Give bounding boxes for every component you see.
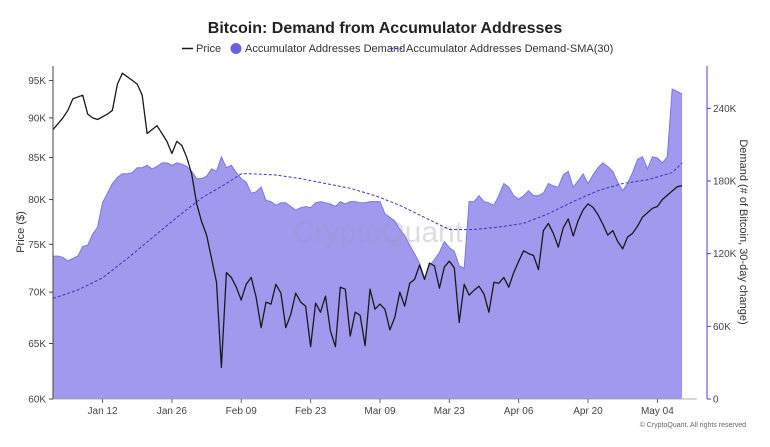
demand-area-layer: [53, 88, 683, 399]
sma-line: [52, 162, 683, 299]
demand-area: [53, 89, 683, 399]
left-tick-label: 80K: [28, 195, 46, 206]
right-tick-label: 120K: [713, 249, 737, 260]
x-tick-label: May 04: [641, 406, 674, 417]
price-line: [52, 72, 683, 369]
left-tick-label: 95K: [28, 76, 46, 87]
left-tick-label: 60K: [28, 395, 46, 406]
left-tick-label: 90K: [28, 113, 46, 124]
x-tick-label: Mar 09: [364, 406, 396, 417]
x-tick-label: Apr 06: [504, 406, 534, 417]
x-tick-label: Feb 09: [226, 406, 258, 417]
right-tick-label: 0: [713, 395, 719, 406]
demand-area-edge: [53, 88, 683, 280]
watermark: CryptoQuant: [293, 216, 464, 249]
right-tick-label: 60K: [713, 322, 731, 333]
x-tick-label: Mar 23: [434, 406, 466, 417]
x-tick-label: Feb 23: [295, 406, 327, 417]
left-tick-label: 70K: [28, 288, 46, 299]
x-tick-label: Apr 20: [573, 406, 603, 417]
right-tick-label: 240K: [713, 104, 737, 115]
legend-sma-label: Accumulator Addresses Demand-SMA(30): [406, 43, 613, 55]
legend-demand-swatch: [230, 43, 242, 54]
legend-price-label: Price: [196, 43, 221, 55]
left-tick-label: 75K: [28, 240, 46, 251]
x-tick-label: Jan 12: [88, 406, 118, 417]
left-tick-label: 85K: [28, 153, 46, 164]
copyright: © CryptoQuant. All rights reserved: [640, 421, 746, 429]
legend: Price Accumulator Addresses Demand Accum…: [182, 43, 613, 55]
right-tick-label: 180K: [713, 177, 737, 188]
left-axis-title: Price ($): [15, 211, 27, 253]
right-axis-title: Demand (# of Bitcoin, 30-day change): [737, 139, 749, 324]
axes-layer: 60K 65K 70K 75K 80K 85K 90K 95K 0 60K 120K 180K 240K…: [28, 66, 737, 417]
x-tick-label: Jan 26: [157, 406, 187, 417]
price-line-layer: [52, 72, 683, 369]
left-tick-label: 65K: [28, 339, 46, 350]
sma-line-layer: [52, 162, 683, 299]
legend-demand-label: Accumulator Addresses Demand: [245, 43, 405, 55]
chart-title: Bitcoin: Demand from Accumulator Address…: [208, 20, 563, 37]
